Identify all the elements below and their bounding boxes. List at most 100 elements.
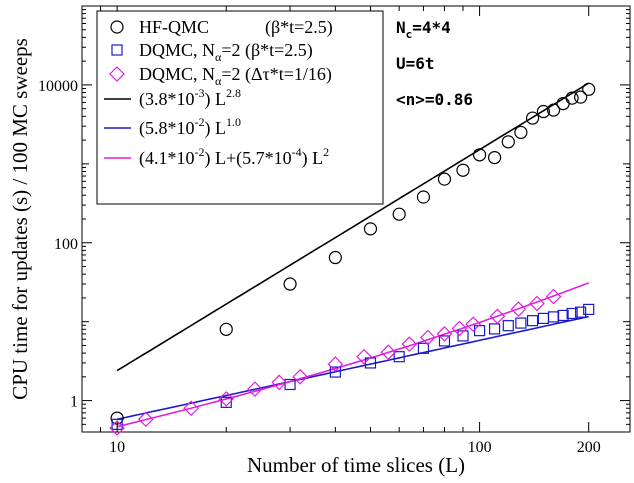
marker-series-3 — [510, 301, 527, 318]
marker-series-2 — [526, 315, 539, 327]
marker-series-1 — [546, 103, 561, 117]
y-tick-label: 100 — [54, 236, 78, 253]
marker-series-1 — [487, 150, 502, 165]
legend-box — [96, 10, 384, 205]
marker-series-1 — [472, 148, 487, 162]
legend-text-part: =2 — [221, 64, 240, 84]
marker-series-2 — [502, 320, 514, 332]
marker-series-2 — [557, 309, 569, 322]
legend-text-part: 1.0 — [226, 115, 241, 129]
marker-series-3 — [327, 356, 344, 372]
x-axis: 10 100 200 — [81, 6, 601, 456]
marker-series-1 — [283, 277, 297, 291]
marker-series-2 — [547, 311, 560, 323]
legend-text-part: ) L+(5.7*10 — [205, 148, 292, 169]
legend-label-2: DQMC, Nα=2 (β*t=2.5) — [139, 40, 313, 64]
marker-series-2 — [329, 366, 341, 378]
marker-series-3 — [247, 381, 263, 397]
marker-series-1 — [328, 250, 342, 265]
marker-series-3 — [451, 320, 468, 337]
marker-series-3 — [183, 400, 199, 417]
marker-series-2 — [473, 325, 486, 337]
y-axis-label: CPU time for updates (s) / 100 MC sweeps — [8, 38, 32, 400]
legend-note-1: (β*t=2.5) — [265, 17, 333, 38]
marker-series-3 — [380, 344, 397, 361]
legend-label-1: HF-QMC — [139, 17, 209, 37]
legend-text-part: -2 — [195, 145, 205, 159]
y-tick-label: 10000 — [38, 78, 78, 95]
marker-series-1 — [392, 207, 406, 221]
annotation-2: U=6t — [396, 54, 435, 73]
legend-text-part: (β*t=2.5) — [240, 40, 312, 61]
marker-series-1 — [363, 222, 378, 236]
legend-text-part: (5.8*10 — [139, 118, 195, 139]
legend-text-part: ) L — [205, 89, 227, 110]
marker-series-1 — [565, 91, 579, 105]
legend-text-part: (3.8*10 — [139, 89, 195, 110]
data-markers — [109, 82, 596, 436]
marker-series-3 — [356, 348, 372, 365]
x-tick-label: 100 — [468, 439, 492, 456]
y-axis: 1 100 10000 — [38, 5, 630, 433]
legend-fit-label-3: (4.1*10-2) L+(5.7*10-4) L2 — [139, 145, 329, 169]
marker-series-1 — [574, 90, 588, 104]
legend-text-part: α — [215, 74, 222, 88]
annotation-text: N — [396, 18, 406, 37]
marker-series-2 — [438, 335, 451, 347]
legend-marker-2 — [111, 44, 123, 56]
legend-marker-1 — [110, 20, 124, 34]
marker-series-2 — [566, 307, 578, 320]
legend-fit-label-2: (5.8*10-2) L1.0 — [139, 115, 241, 139]
marker-series-3 — [465, 316, 482, 333]
marker-series-1 — [501, 135, 515, 149]
marker-series-2 — [457, 330, 469, 342]
fit-line-2 — [116, 315, 589, 421]
marker-series-1 — [536, 104, 551, 119]
x-axis-label: Number of time slices (L) — [247, 453, 465, 477]
marker-series-2 — [575, 306, 587, 318]
marker-series-1 — [416, 190, 431, 204]
marker-series-2 — [220, 396, 232, 408]
legend-fit-label-1: (3.8*10-3) L2.8 — [139, 86, 241, 110]
marker-series-1 — [456, 163, 470, 177]
annotation-sub: c — [406, 28, 413, 41]
marker-series-3 — [271, 374, 288, 391]
marker-series-2 — [284, 378, 296, 391]
marker-series-1 — [525, 111, 540, 125]
legend-text-part: DQMC, N — [139, 40, 215, 60]
marker-series-3 — [420, 329, 436, 346]
annotation-text: <n>=0.86 — [396, 90, 473, 109]
marker-series-2 — [583, 303, 595, 316]
marker-series-3 — [436, 326, 453, 342]
legend-text-part: -4 — [292, 145, 302, 159]
marker-series-2 — [515, 317, 527, 329]
marker-series-3 — [218, 391, 235, 407]
marker-series-2 — [393, 351, 405, 363]
legend-text-part: -3 — [195, 86, 205, 100]
legend-text-part: -2 — [195, 115, 205, 129]
legend-text-part: DQMC, N — [139, 64, 215, 84]
marker-series-3 — [401, 336, 418, 352]
annotation-3: <n>=0.86 — [396, 90, 473, 109]
fit-line-1 — [116, 82, 590, 372]
marker-series-3 — [292, 368, 309, 385]
legend-text-part: (4.1*10 — [139, 148, 195, 169]
legend-text-part: α — [215, 50, 222, 64]
marker-series-2 — [488, 323, 501, 335]
annotations: Nc=4*4 U=6t <n>=0.86 — [396, 18, 473, 109]
marker-series-3 — [137, 411, 154, 428]
legend-text-part: ) L — [302, 148, 324, 169]
legend: HF-QMC (β*t=2.5)DQMC, Nα=2 (β*t=2.5)DQMC,… — [104, 17, 333, 169]
marker-series-1 — [437, 172, 452, 186]
fit-lines — [116, 82, 590, 428]
y-tick-label: 1 — [70, 394, 78, 411]
legend-marker-3 — [109, 66, 125, 82]
annotation-1: Nc=4*4 — [396, 18, 451, 41]
legend-text-part: =2 — [221, 40, 240, 60]
legend-label-3: DQMC, Nα=2 (Δτ*t=1/16) — [139, 64, 332, 88]
marker-series-3 — [109, 420, 125, 436]
marker-series-2 — [417, 342, 430, 354]
legend-text-part: (Δτ*t=1/16) — [240, 64, 331, 85]
legend-text-part: HF-QMC — [139, 17, 209, 37]
